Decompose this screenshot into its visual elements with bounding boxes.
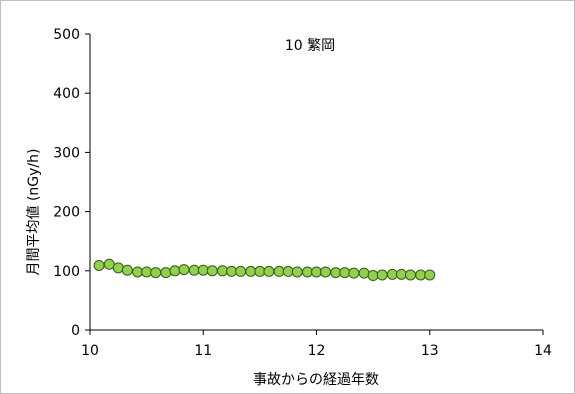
data-point (320, 266, 332, 278)
y-tick-label: 100 (53, 264, 80, 280)
x-tick-label: 13 (421, 343, 439, 359)
data-point (235, 265, 247, 277)
y-axis-title: 月間平均値 (nGy/h) (26, 149, 42, 276)
data-point (301, 266, 313, 278)
data-points (93, 258, 436, 282)
data-point (386, 268, 398, 280)
data-point (254, 265, 266, 277)
data-point (330, 267, 342, 279)
data-point (245, 265, 257, 277)
data-point (160, 267, 172, 279)
x-axis-title: 事故からの経過年数 (253, 372, 379, 388)
y-tick-label: 300 (53, 145, 80, 161)
data-point (206, 265, 218, 277)
data-point (348, 267, 360, 279)
y-tick-label: 200 (53, 205, 80, 221)
data-point (103, 258, 115, 270)
x-tick-label: 11 (194, 343, 212, 359)
data-point (367, 270, 379, 282)
data-point (424, 269, 436, 281)
data-point (282, 265, 294, 277)
data-point (169, 265, 181, 277)
data-point (112, 262, 124, 274)
data-point (263, 265, 275, 277)
data-point (404, 269, 416, 281)
data-point (121, 264, 133, 276)
y-tick-label: 400 (53, 86, 80, 102)
data-point (358, 267, 370, 279)
data-point (339, 267, 351, 279)
x-tick-label: 10 (81, 343, 99, 359)
data-point (197, 264, 209, 276)
data-point (217, 265, 229, 277)
data-point (93, 259, 105, 271)
plot-area: 0 100 200 300 400 500 10 11 12 13 14 (53, 27, 552, 359)
y-ticks: 0 100 200 300 400 500 (53, 27, 90, 339)
x-tick-label: 12 (308, 343, 326, 359)
data-point (178, 264, 190, 276)
data-point (376, 269, 388, 281)
data-point (395, 268, 407, 280)
data-point (150, 267, 162, 279)
data-point (188, 264, 200, 276)
data-point (141, 266, 153, 278)
data-point (415, 269, 427, 281)
data-point (132, 266, 144, 278)
y-tick-label: 500 (53, 27, 80, 43)
data-point (291, 266, 303, 278)
chart-title: 10 繁岡 (285, 38, 335, 54)
data-point (311, 266, 322, 278)
data-point (273, 265, 285, 277)
x-tick-label: 14 (534, 343, 552, 359)
data-point (226, 265, 238, 277)
y-tick-label: 0 (71, 323, 80, 339)
x-ticks: 10 11 12 13 14 (81, 330, 552, 359)
